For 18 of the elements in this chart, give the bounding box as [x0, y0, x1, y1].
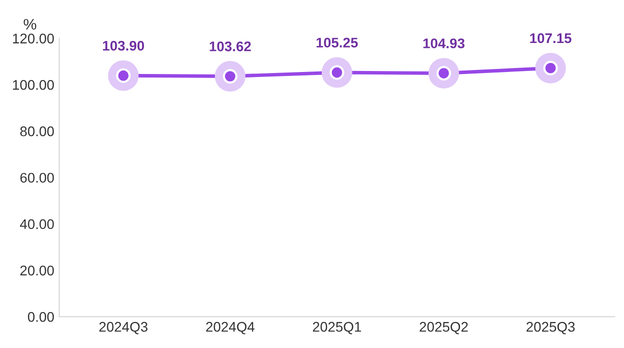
- data-label: 103.62: [210, 41, 251, 52]
- y-tick-label: 80.00: [20, 126, 54, 136]
- y-tick-label: 100.00: [13, 80, 54, 90]
- y-axis-title: %: [24, 18, 36, 30]
- y-tick-label: 20.00: [20, 266, 54, 276]
- data-label: 104.93: [423, 38, 464, 48]
- data-label: 107.15: [530, 33, 572, 44]
- data-label: 105.25: [316, 38, 358, 48]
- x-tick-label: 2024Q4: [206, 322, 254, 334]
- y-tick-label: 40.00: [20, 219, 54, 230]
- y-tick-label: 120.00: [13, 34, 54, 44]
- x-tick-label: 2024Q3: [99, 322, 148, 334]
- x-tick-label: 2025Q3: [526, 322, 575, 334]
- x-tick-label: 2025Q1: [312, 322, 361, 334]
- data-label: 103.90: [102, 40, 144, 51]
- x-tick-label: 2025Q2: [420, 322, 468, 334]
- y-tick-label: 0.00: [28, 312, 54, 322]
- y-tick-label: 60.00: [20, 172, 54, 183]
